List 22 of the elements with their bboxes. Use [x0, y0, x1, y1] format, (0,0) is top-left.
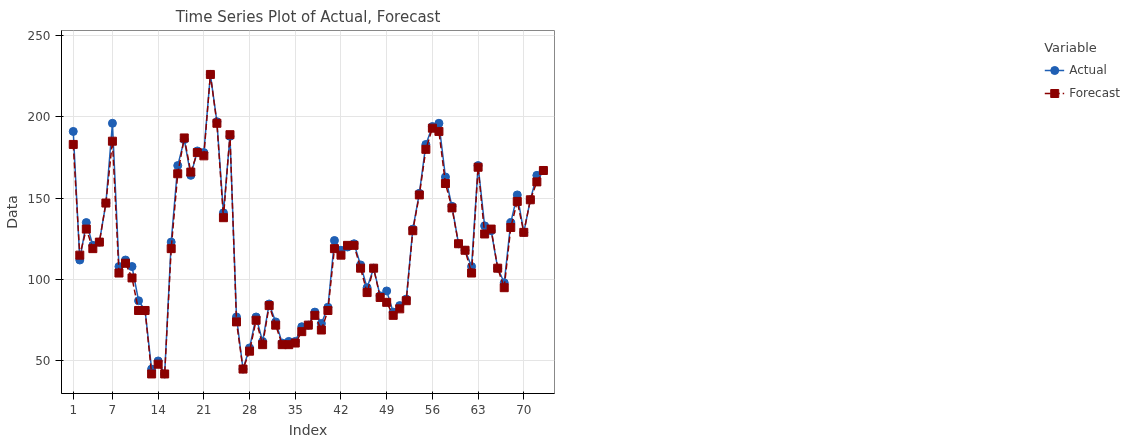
x-tick-label: 56	[424, 402, 441, 417]
x-tick-label: 42	[333, 402, 349, 417]
y-axis-title: Data	[3, 195, 20, 229]
y-tick-label: 200	[27, 110, 51, 125]
x-tick-label: 70	[516, 402, 532, 417]
x-axis-title: Index	[288, 421, 328, 438]
x-tick-label: 21	[196, 402, 212, 417]
x-tick-label: 1	[69, 402, 78, 417]
legend-title: Variable	[1044, 40, 1098, 55]
legend-label: Actual	[1069, 63, 1107, 77]
y-tick-label: 100	[27, 273, 51, 288]
x-tick-label: 49	[379, 402, 395, 417]
x-tick-label: 35	[287, 402, 303, 417]
x-tick-label: 7	[108, 402, 117, 417]
legend-label: Forecast	[1069, 86, 1120, 100]
chart-title: Time Series Plot of Actual, Forecast	[174, 7, 441, 26]
y-tick-label: 250	[27, 28, 51, 43]
y-tick-label: 50	[35, 354, 51, 369]
x-tick-label: 28	[241, 402, 258, 417]
x-tick-label: 14	[150, 402, 166, 417]
x-tick-label: 63	[470, 402, 486, 417]
y-tick-label: 150	[27, 191, 51, 206]
